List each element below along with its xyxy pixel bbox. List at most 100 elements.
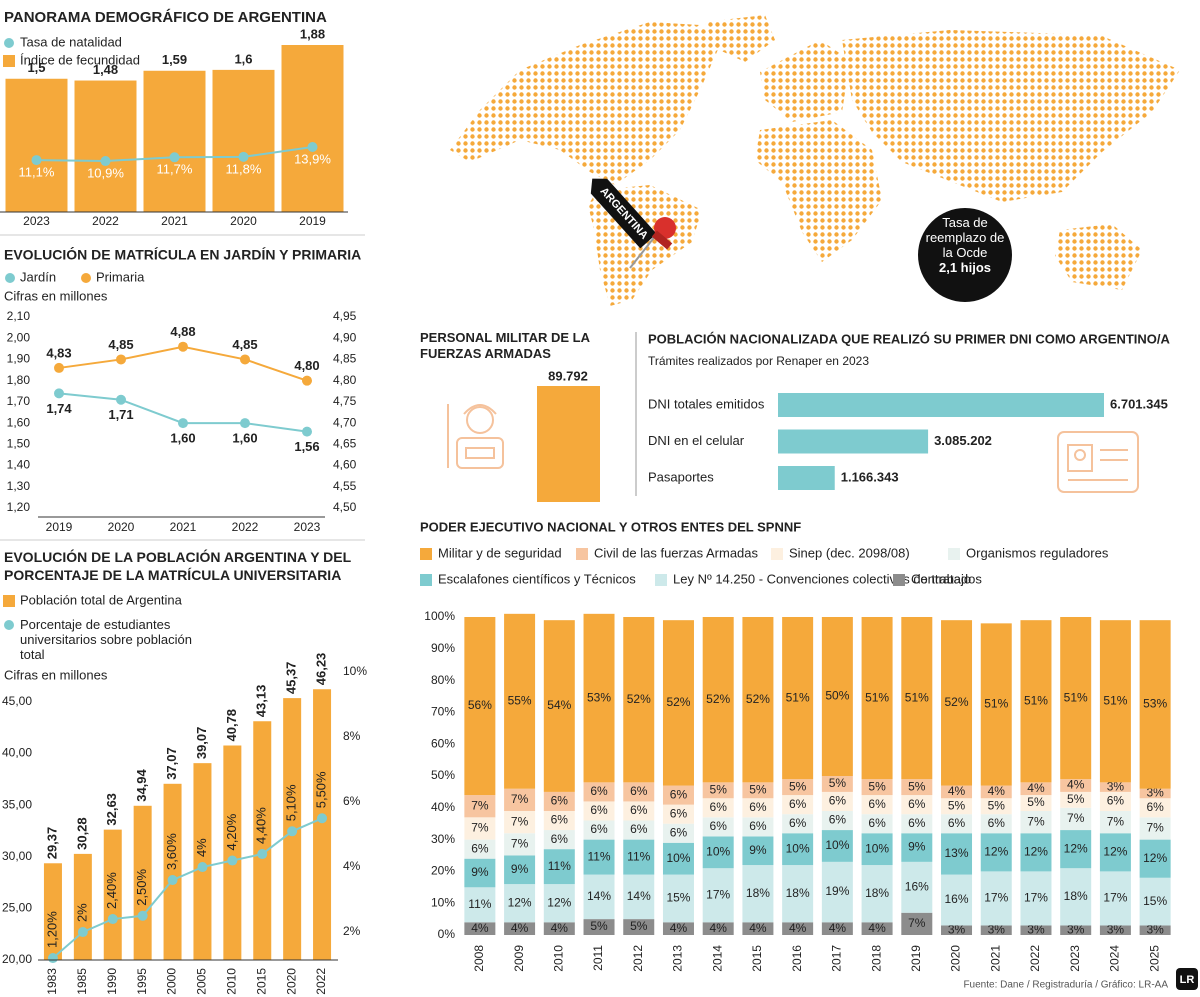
x-tick-label: 1983 (45, 968, 59, 995)
data-label: 4% (948, 784, 966, 798)
y-tick-label: 70% (431, 705, 455, 719)
note-value: 2,1 hijos (938, 260, 992, 275)
point (31, 155, 42, 166)
data-label: 3% (988, 922, 1006, 936)
subtitle: Trámites realizados por Renaper en 2023 (648, 354, 869, 368)
data-label: 52% (627, 692, 651, 706)
bar-segment (782, 814, 814, 834)
data-label: 51% (1064, 690, 1088, 704)
data-label: 51% (1103, 693, 1127, 707)
bar-segment (662, 823, 694, 843)
legend-marker (948, 548, 960, 560)
bar (103, 829, 122, 960)
bar-segment (702, 922, 734, 935)
data-label: 4,20% (224, 813, 239, 850)
data-label: 46,23 (313, 653, 328, 686)
data-label: 32,63 (104, 793, 119, 826)
bar-segment (543, 922, 575, 935)
bar-segment (662, 785, 694, 805)
point (238, 151, 249, 162)
bar-segment (464, 617, 496, 796)
data-label: 5,10% (284, 784, 299, 821)
data-label: 14% (627, 889, 651, 903)
point (240, 418, 250, 429)
data-label: 4% (1027, 781, 1045, 795)
data-label: 2,50% (134, 868, 149, 905)
data-label: 6% (829, 813, 847, 827)
x-tick-label: 2020 (230, 214, 257, 228)
y2-tick-label: 4,90 (333, 330, 357, 344)
bar (253, 721, 272, 960)
bar-segment (980, 833, 1012, 872)
data-label: 6% (749, 819, 767, 833)
bar-segment (980, 623, 1012, 786)
point (307, 142, 318, 152)
data-label: 1,60 (232, 431, 257, 446)
data-label: 6% (630, 803, 648, 817)
data-label: 2,40% (104, 872, 119, 909)
bar (778, 429, 929, 454)
data-label: 3% (1107, 779, 1125, 793)
data-label: 4,40% (254, 807, 269, 844)
bar-segment (861, 922, 893, 935)
world-map (450, 15, 1180, 306)
bar-segment (1099, 925, 1131, 935)
subtitle: Cifras en millones (4, 667, 108, 682)
data-label: 4% (749, 921, 767, 935)
data-label: 3% (948, 922, 966, 936)
bar-segment (782, 779, 814, 796)
bar-segment (821, 791, 853, 811)
data-label: 4% (988, 784, 1006, 798)
bar-segment (821, 776, 853, 792)
data-label: 51% (905, 690, 929, 704)
data-label: 4% (1067, 778, 1085, 792)
y-tick-label: 0% (438, 927, 456, 941)
point (197, 862, 208, 873)
id-card-icon (1057, 431, 1139, 493)
bar-segment (941, 798, 973, 815)
x-tick-label: 2005 (195, 968, 209, 995)
bar-segment (901, 617, 933, 780)
data-label: 13,9% (294, 151, 331, 166)
data-label: 1,88 (300, 26, 325, 41)
legend-marker (893, 574, 905, 586)
bar-segment (901, 814, 933, 834)
data-label: 6% (868, 816, 886, 830)
y2-tick-label: 4,50 (333, 500, 357, 514)
data-label: 52% (666, 695, 690, 709)
legend-marker (420, 548, 432, 560)
data-label: 7% (908, 916, 926, 930)
data-label: 7% (471, 821, 489, 835)
y-tick-label: 1,50 (7, 437, 31, 451)
data-label: 6% (710, 819, 728, 833)
bar-segment (742, 798, 774, 818)
bar-segment (1060, 617, 1092, 780)
bar (281, 45, 344, 212)
x-tick-label: 2015 (254, 968, 268, 995)
data-label: 40,78 (224, 709, 239, 742)
bar-segment (980, 798, 1012, 815)
data-label: 3,60% (164, 833, 179, 870)
data-label: 7% (1067, 811, 1085, 825)
bar-segment (1020, 871, 1052, 926)
bar-segment (941, 814, 973, 834)
point (257, 849, 268, 860)
data-label: 5% (868, 779, 886, 793)
point (54, 388, 64, 399)
y2-tick-label: 8% (343, 729, 361, 743)
data-label: 19% (825, 884, 849, 898)
bar-segment (583, 782, 615, 802)
bar-segment (1020, 833, 1052, 872)
y2-tick-label: 4% (343, 859, 361, 873)
point (227, 855, 238, 866)
x-tick-label: 1990 (105, 968, 119, 995)
y2-tick-label: 4,55 (333, 479, 357, 493)
point (137, 910, 148, 921)
bar-segment (1139, 817, 1171, 840)
bar-segment (1099, 810, 1131, 834)
data-label: 10% (706, 844, 730, 858)
bar (133, 805, 152, 960)
dividers (0, 234, 637, 541)
data-label: 52% (945, 695, 969, 709)
